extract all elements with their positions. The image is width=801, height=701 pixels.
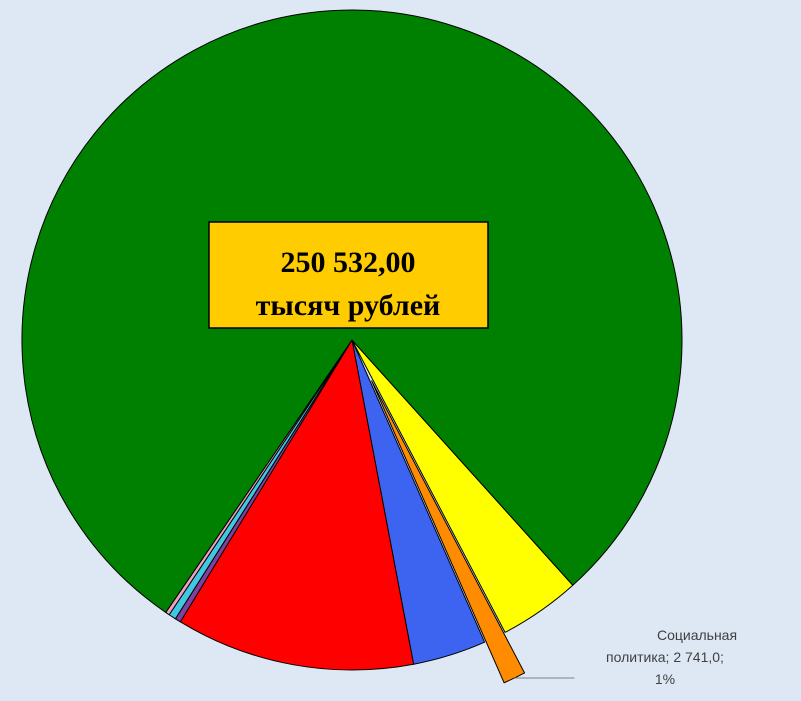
data-label: Социальная <box>657 627 737 643</box>
label-part: 2 741,0 <box>673 649 720 665</box>
pie-slice <box>371 380 526 684</box>
data-label: 1% <box>655 671 675 687</box>
label-part: 1% <box>655 671 675 687</box>
label-part: Социальная <box>657 627 737 643</box>
labels: Социальная политика; 2 741,0; 1% <box>514 627 737 687</box>
annotation-line: тысяч рублей <box>256 289 441 322</box>
pie-slice <box>179 338 415 671</box>
data-label: политика; 2 741,0; <box>606 649 724 665</box>
annotation-box <box>208 221 489 329</box>
label-part: ; <box>720 649 724 665</box>
label-part: ; <box>666 649 670 665</box>
annotation-line: 250 532,00 <box>281 246 416 279</box>
label-part: политика <box>606 649 666 665</box>
